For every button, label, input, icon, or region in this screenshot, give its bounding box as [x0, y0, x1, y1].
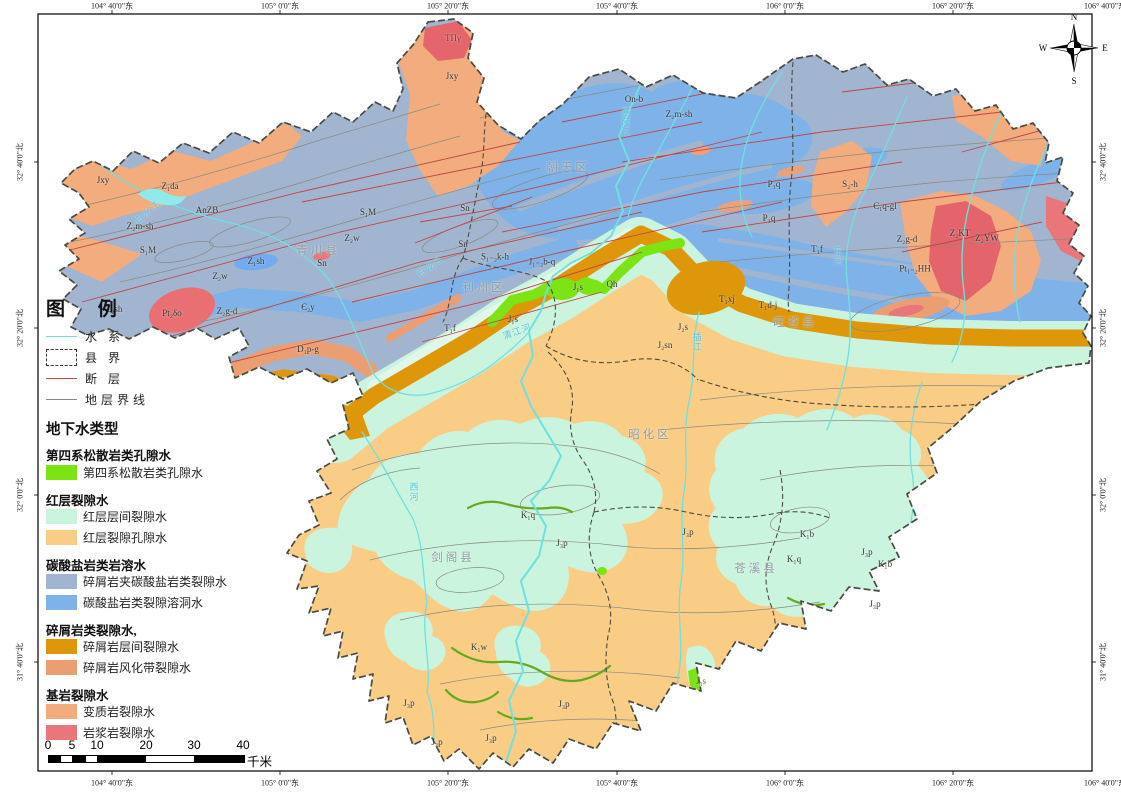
line-symbol [46, 336, 79, 337]
fault-lines [61, 71, 1073, 363]
legend-group-heading: 碳酸盐岩类岩溶水 [46, 558, 147, 573]
legend-color-swatch [46, 639, 77, 655]
legend-item: 碎屑岩层间裂隙水 [46, 637, 296, 658]
legend-item: 第四系松散岩类孔隙水 [46, 462, 296, 483]
legend-color-swatch [46, 574, 77, 590]
scale-number: 0 [44, 738, 52, 752]
compass-n: N [1071, 12, 1078, 22]
legend-group-heading: 第四系松散岩类孔隙水 [46, 449, 172, 463]
line-symbol [46, 378, 79, 379]
compass-rose: N E S W [1039, 12, 1109, 86]
map-frame [37, 13, 1093, 772]
legend-line-symbols: 水 系县 界断 层地层界线 [46, 326, 296, 410]
legend-symbol-row: 县 界 [46, 347, 296, 368]
legend-item: 红层层间裂隙水 [46, 507, 296, 528]
legend-item-label: 碳酸盐岩类裂隙溶洞水 [83, 595, 204, 610]
legend-color-swatch [46, 464, 77, 480]
legend-color-swatch [46, 659, 77, 675]
legend-item: 变质岩裂隙水 [46, 702, 296, 723]
scale-number: 5 [68, 738, 76, 752]
legend-item: 碎屑岩夹碳酸盐岩类裂隙水 [46, 572, 296, 593]
legend-item-label: 碎屑岩层间裂隙水 [83, 640, 180, 655]
graticule-ticks [34, 10, 1096, 775]
legend-item-label: 红层裂隙孔隙水 [83, 530, 168, 545]
legend-group: 基岩裂隙水变质岩裂隙水 岩浆岩裂隙水 [46, 685, 296, 743]
scale-segment [97, 755, 147, 763]
scale-segment [194, 755, 245, 763]
legend-item-label: 碎屑岩风化带裂隙水 [83, 660, 192, 675]
legend-symbol-label: 断 层 [85, 372, 125, 386]
scale-bar: 0 5 10 20 30 40 千米 [45, 738, 285, 772]
legend-color-swatch [46, 724, 77, 740]
legend-group-heading: 基岩裂隙水 [46, 688, 109, 703]
legend-item-label: 碎屑岩夹碳酸盐岩类裂隙水 [83, 575, 228, 590]
legend-item-label: 第四系松散岩类孔隙水 [83, 465, 204, 480]
dashed-box-icon [46, 349, 77, 366]
scale-number: 30 [187, 738, 201, 752]
legend-item: 岩浆岩裂隙水 [46, 722, 296, 743]
scale-number: 20 [139, 738, 153, 752]
legend-item: 碳酸盐岩类裂隙溶洞水 [46, 592, 296, 613]
compass-w: W [1039, 43, 1048, 53]
legend-title: 图 例 [46, 299, 131, 320]
legend-item-label: 岩浆岩裂隙水 [83, 725, 156, 740]
scale-number: 10 [90, 738, 104, 752]
lake [138, 188, 186, 206]
scale-segment [145, 755, 196, 763]
compass-e: E [1102, 43, 1108, 53]
legend-color-swatch [46, 594, 77, 610]
legend-color-swatch [46, 509, 77, 525]
zone-red-bed-interlayer [304, 409, 930, 698]
legend-color-swatch [46, 704, 77, 720]
legend-symbol-label: 县 界 [85, 351, 125, 365]
legend-group: 碳酸盐岩类岩溶水碎屑岩夹碳酸盐岩类裂隙水 碳酸盐岩类裂隙溶洞水 [46, 555, 296, 613]
legend-group: 红层裂隙水红层层间裂隙水 红层裂隙孔隙水 [46, 490, 296, 548]
line-symbol [46, 399, 79, 400]
legend-groups: 第四系松散岩类孔隙水 第四系松散岩类孔隙水 红层裂隙水 红层层间裂隙水 红层裂隙孔隙水碳… [46, 445, 296, 743]
legend-panel: 图 例 水 系县 界断 层地层界线 地下水类型 第四系松散岩类孔隙水 第四系松散岩… [46, 294, 296, 743]
groundwater-types-title: 地下水类型 [46, 422, 119, 438]
legend-group: 第四系松散岩类孔隙水 第四系松散岩类孔隙水 [46, 445, 296, 483]
green-formation-squiggles [444, 500, 826, 721]
line-icon [46, 378, 77, 379]
county-boundaries [442, 61, 1091, 739]
line-icon [46, 336, 77, 337]
legend-group-heading: 碎屑岩类裂隙水, [46, 623, 137, 638]
compass-s: S [1071, 76, 1076, 86]
legend-group-heading: 红层裂隙水 [46, 493, 109, 508]
legend-item: 碎屑岩风化带裂隙水 [46, 657, 296, 678]
scale-unit: 千米 [247, 755, 273, 769]
legend-item-label: 变质岩裂隙水 [83, 705, 156, 720]
zone-central-band [309, 217, 1091, 463]
legend-item: 红层裂隙孔隙水 [46, 527, 296, 548]
line-icon [46, 399, 77, 400]
county-boundary-symbol [46, 349, 79, 366]
scale-number: 40 [236, 738, 250, 752]
legend-symbol-label: 地层界线 [85, 393, 150, 407]
legend-symbol-row: 地层界线 [46, 389, 296, 410]
legend-symbol-row: 断 层 [46, 368, 296, 389]
legend-symbol-row: 水 系 [46, 326, 296, 347]
legend-item-label: 红层层间裂隙水 [83, 510, 168, 525]
legend-color-swatch [46, 529, 77, 545]
legend-group: 碎屑岩类裂隙水, 碎屑岩层间裂隙水 碎屑岩风化带裂隙水 [46, 620, 296, 678]
legend-symbol-label: 水 系 [85, 330, 125, 344]
